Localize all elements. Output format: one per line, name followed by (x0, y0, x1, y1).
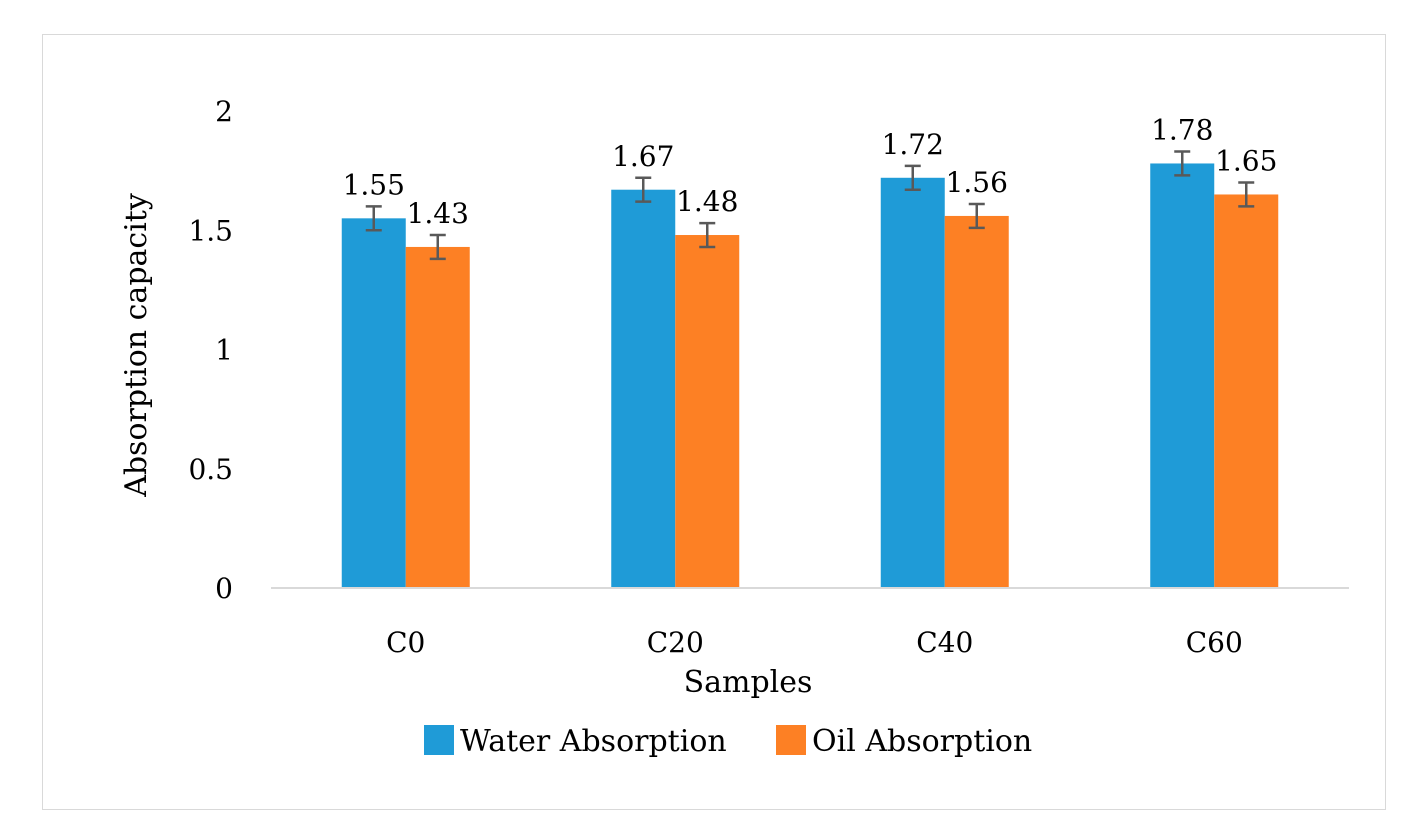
data-label: 1.55 (343, 168, 405, 201)
x-axis-ticks: C0 C20 C40 C60 (386, 626, 1243, 659)
legend: Water Absorption Oil Absorption (424, 724, 1032, 759)
legend-item-oil-absorption: Oil Absorption (776, 724, 1032, 759)
data-labels: 1.551.43 1.671.48 1.721.56 1.781.65 (343, 114, 1278, 230)
y-tick-label: 1.5 (188, 214, 233, 247)
data-label: 1.65 (1215, 145, 1277, 178)
bar-water-absorption-c60 (1150, 163, 1215, 588)
data-label: 1.78 (1151, 114, 1213, 147)
error-bar (635, 176, 652, 203)
y-tick-label: 2 (215, 95, 233, 128)
bar-oil-absorption-c40 (944, 215, 1009, 588)
x-tick-label: C40 (916, 626, 973, 659)
data-label: 1.43 (407, 197, 469, 230)
error-bars (365, 150, 1255, 261)
x-axis-title: Samples (684, 665, 813, 700)
legend-swatch (424, 725, 454, 755)
bar-oil-absorption-c20 (675, 235, 740, 588)
error-bar (904, 164, 921, 191)
legend-label: Water Absorption (460, 724, 727, 759)
data-label: 1.67 (612, 140, 674, 173)
error-bar (1174, 150, 1191, 177)
bar-oil-absorption-c60 (1214, 194, 1279, 588)
data-label: 1.48 (676, 185, 738, 218)
y-axis-ticks: 0 0.5 1 1.5 2 (188, 95, 233, 605)
y-axis-title: Absorption capacity (119, 193, 154, 498)
y-tick-label: 0 (215, 572, 233, 605)
error-bar (429, 233, 446, 261)
legend-label: Oil Absorption (812, 724, 1032, 759)
bar-oil-absorption-c0 (405, 246, 470, 588)
error-bar (365, 205, 382, 232)
bar-water-absorption-c20 (611, 189, 676, 588)
data-label: 1.72 (882, 128, 944, 161)
x-tick-label: C60 (1186, 626, 1243, 659)
bar-water-absorption-c0 (341, 218, 406, 588)
data-label: 1.56 (946, 166, 1008, 199)
error-bar (699, 221, 716, 249)
y-tick-label: 1 (215, 334, 233, 367)
y-tick-label: 0.5 (188, 453, 233, 486)
bars (341, 163, 1279, 588)
legend-item-water-absorption: Water Absorption (424, 724, 727, 759)
error-bar (968, 202, 985, 230)
x-tick-label: C0 (386, 626, 425, 659)
legend-swatch (776, 725, 806, 755)
error-bar (1238, 181, 1255, 208)
bar-water-absorption-c40 (880, 177, 945, 588)
x-tick-label: C20 (647, 626, 704, 659)
